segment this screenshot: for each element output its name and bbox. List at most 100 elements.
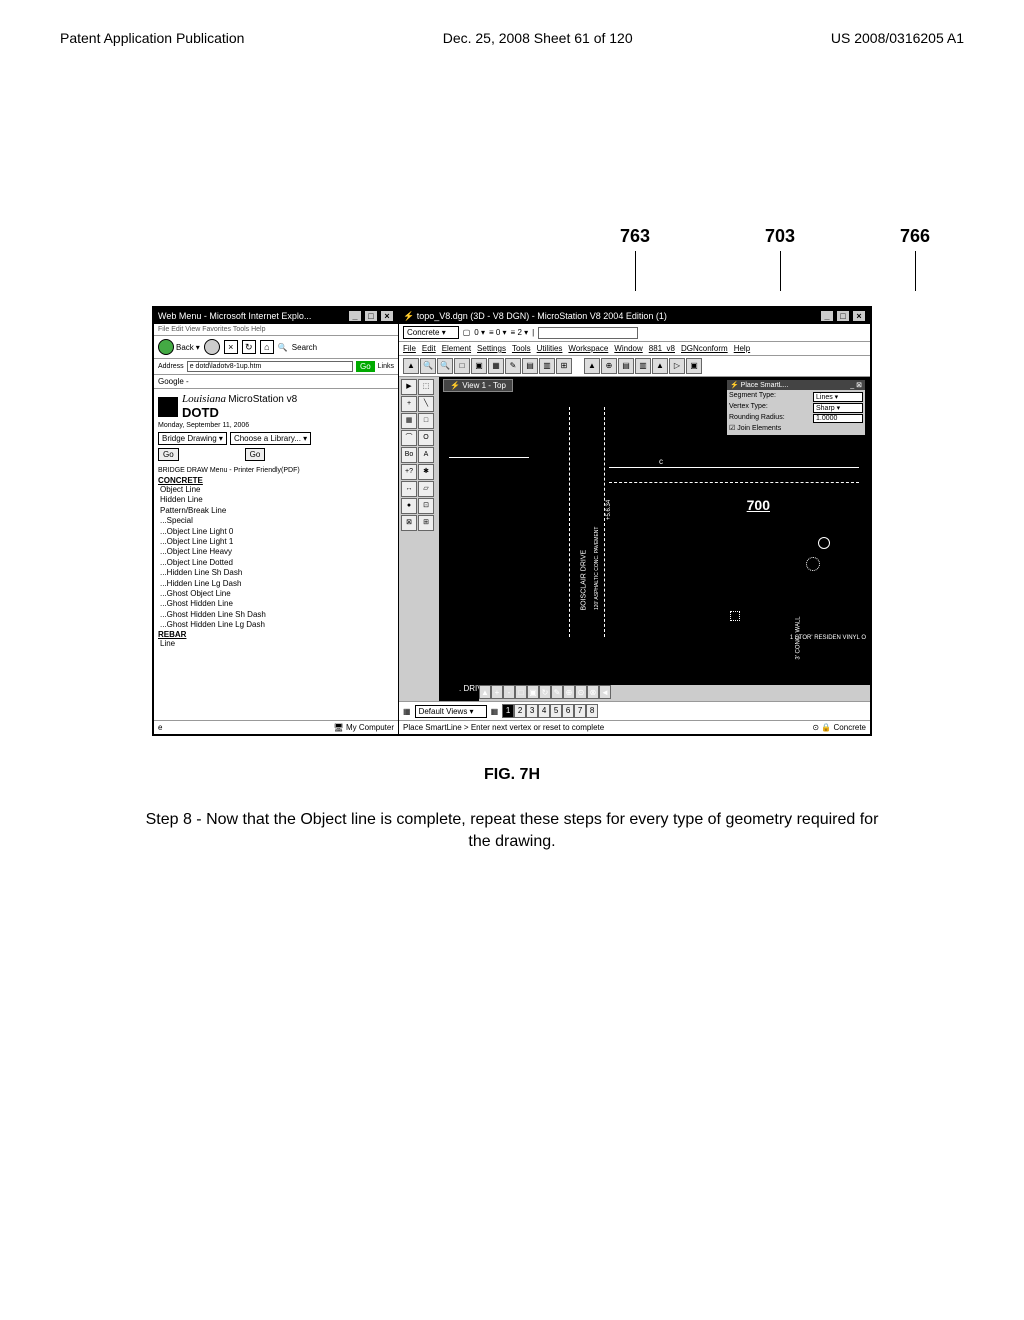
view-groups-icon[interactable]: ▦ bbox=[403, 707, 411, 716]
ie-menubar[interactable]: File Edit View Favorites Tools Help bbox=[154, 324, 398, 336]
menu-item[interactable]: ...Special bbox=[158, 516, 394, 526]
lineweight-icon[interactable]: ≡ 0 ▾ bbox=[489, 328, 507, 337]
select-tool-icon[interactable]: ▶ bbox=[401, 379, 417, 395]
go-button-2[interactable]: Go bbox=[245, 448, 266, 461]
menu-tools[interactable]: Tools bbox=[512, 344, 531, 353]
drop-tool-icon[interactable]: ⊡ bbox=[418, 498, 434, 514]
menu-item[interactable]: Line bbox=[158, 639, 394, 649]
color-picker[interactable]: ▢ bbox=[463, 328, 471, 337]
line-tool-icon[interactable]: ╲ bbox=[418, 396, 434, 412]
menu-item[interactable]: ...Object Line Heavy bbox=[158, 547, 394, 557]
zoom-out-icon[interactable]: 🔍 bbox=[437, 358, 453, 374]
links-label[interactable]: Links bbox=[378, 363, 394, 370]
measure-tool-icon[interactable]: ● bbox=[401, 498, 417, 514]
menu-item[interactable]: Object Line bbox=[158, 485, 394, 495]
menu-settings[interactable]: Settings bbox=[477, 344, 506, 353]
menu-workspace[interactable]: Workspace bbox=[568, 344, 608, 353]
menu-item[interactable]: ...Ghost Hidden Line Lg Dash bbox=[158, 620, 394, 630]
maximize-icon[interactable]: □ bbox=[364, 310, 378, 322]
menu-item[interactable]: ...Ghost Hidden Line bbox=[158, 599, 394, 609]
default-views-dropdown[interactable]: Default Views ▾ bbox=[415, 705, 487, 718]
cell-tool-icon[interactable]: +? bbox=[401, 464, 417, 480]
attribute-field[interactable] bbox=[538, 327, 638, 339]
close-icon[interactable]: × bbox=[852, 310, 866, 322]
zoom-in-icon[interactable]: 🔍 bbox=[420, 358, 436, 374]
ellipse-tool-icon[interactable]: O bbox=[418, 430, 434, 446]
manip-tool-icon[interactable]: ▱ bbox=[418, 481, 434, 497]
library-dropdown[interactable]: Choose a Library... ▾ bbox=[230, 432, 311, 445]
menu-element[interactable]: Element bbox=[442, 344, 471, 353]
pattern-tool-icon[interactable]: ▦ bbox=[401, 413, 417, 429]
menu-881v8[interactable]: 881_v8 bbox=[649, 344, 675, 353]
menu-item[interactable]: ...Ghost Hidden Line Sh Dash bbox=[158, 610, 394, 620]
menu-help[interactable]: Help bbox=[734, 344, 750, 353]
menu-dgnconform[interactable]: DGNconform bbox=[681, 344, 728, 353]
view-btn[interactable]: ↻ bbox=[539, 685, 551, 699]
text2-tool-icon[interactable]: A bbox=[418, 447, 434, 463]
menu-item[interactable]: ...Ghost Object Line bbox=[158, 589, 394, 599]
bridge-dropdown[interactable]: Bridge Drawing ▾ bbox=[158, 432, 227, 445]
menu-item[interactable]: ...Object Line Light 1 bbox=[158, 537, 394, 547]
tool-btn[interactable]: ▣ bbox=[686, 358, 702, 374]
view-area[interactable]: ⚡ View 1 - Top ⚡ Place SmartL... _ ⊠ Seg… bbox=[439, 377, 870, 701]
fence-tool-icon[interactable]: ⬚ bbox=[418, 379, 434, 395]
tool-btn[interactable]: ✎ bbox=[505, 358, 521, 374]
dialog-controls[interactable]: _ ⊠ bbox=[850, 381, 862, 389]
tool-btn[interactable]: ▲ bbox=[652, 358, 668, 374]
view-btn[interactable]: ✎ bbox=[551, 685, 563, 699]
tool-btn[interactable]: ▤ bbox=[522, 358, 538, 374]
menu-file[interactable]: File bbox=[403, 344, 416, 353]
group-tool-icon[interactable]: ⊞ bbox=[418, 515, 434, 531]
menu-item[interactable]: ...Hidden Line Sh Dash bbox=[158, 568, 394, 578]
view-8-btn[interactable]: 8 bbox=[586, 704, 598, 718]
linestyle-0[interactable]: 0 ▾ bbox=[474, 328, 485, 337]
polygon-tool-icon[interactable]: □ bbox=[418, 413, 434, 429]
google-toolbar[interactable]: Google - bbox=[154, 375, 398, 389]
dim-tool-icon[interactable]: ✱ bbox=[418, 464, 434, 480]
home-button[interactable]: ⌂ bbox=[260, 340, 274, 354]
view-btn[interactable]: ▲ bbox=[479, 685, 491, 699]
menu-item[interactable]: Hidden Line bbox=[158, 495, 394, 505]
address-input[interactable]: e dotd\ladotv8-1up.htm bbox=[187, 361, 353, 372]
minimize-icon[interactable]: _ bbox=[348, 310, 362, 322]
menu-item[interactable]: ...Object Line Light 0 bbox=[158, 527, 394, 537]
arc-tool-icon[interactable]: ⌒ bbox=[401, 430, 417, 446]
ms-menubar[interactable]: File Edit Element Settings Tools Utiliti… bbox=[399, 342, 870, 356]
menu-edit[interactable]: Edit bbox=[422, 344, 436, 353]
view-7-btn[interactable]: 7 bbox=[574, 704, 586, 718]
tool-btn[interactable]: ▦ bbox=[488, 358, 504, 374]
refresh-button[interactable]: ↻ bbox=[242, 340, 256, 354]
view-5-btn[interactable]: 5 bbox=[550, 704, 562, 718]
view-btn[interactable]: □ bbox=[515, 685, 527, 699]
tool-btn[interactable]: ▥ bbox=[635, 358, 651, 374]
tool-btn[interactable]: ▥ bbox=[539, 358, 555, 374]
view-nav-icon[interactable]: ▦ bbox=[491, 707, 499, 716]
tool-btn[interactable]: □ bbox=[454, 358, 470, 374]
go-button-1[interactable]: Go bbox=[158, 448, 179, 461]
view-btn[interactable]: + bbox=[491, 685, 503, 699]
view-2-btn[interactable]: 2 bbox=[514, 704, 526, 718]
view-btn[interactable]: - bbox=[503, 685, 515, 699]
view-4-btn[interactable]: 4 bbox=[538, 704, 550, 718]
menu-item[interactable]: ...Hidden Line Lg Dash bbox=[158, 579, 394, 589]
modify-tool-icon[interactable]: ↔ bbox=[401, 481, 417, 497]
menu-item[interactable]: ...Object Line Dotted bbox=[158, 558, 394, 568]
go-button[interactable]: Go bbox=[356, 361, 375, 372]
stop-button[interactable]: × bbox=[224, 340, 238, 354]
back-button[interactable]: Back ▾ bbox=[158, 339, 200, 355]
close-icon[interactable]: × bbox=[380, 310, 394, 322]
tool-btn[interactable]: ▷ bbox=[669, 358, 685, 374]
segment-type-dropdown[interactable]: Lines ▾ bbox=[813, 392, 863, 402]
minimize-icon[interactable]: _ bbox=[820, 310, 834, 322]
menu-utilities[interactable]: Utilities bbox=[537, 344, 563, 353]
menu-window[interactable]: Window bbox=[614, 344, 642, 353]
forward-button[interactable] bbox=[204, 339, 220, 355]
tool-btn[interactable]: ▣ bbox=[471, 358, 487, 374]
maximize-icon[interactable]: □ bbox=[836, 310, 850, 322]
view-btn[interactable]: ◄ bbox=[599, 685, 611, 699]
delete-tool-icon[interactable]: ⊠ bbox=[401, 515, 417, 531]
tool-btn[interactable]: ▤ bbox=[618, 358, 634, 374]
view-btn[interactable]: ⊕ bbox=[563, 685, 575, 699]
tool-btn[interactable]: ▲ bbox=[584, 358, 600, 374]
lineweight2-icon[interactable]: ≡ 2 ▾ bbox=[511, 328, 529, 337]
